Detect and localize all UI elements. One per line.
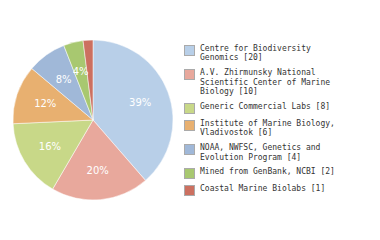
svg-text:12%: 12% xyxy=(34,98,56,109)
svg-text:16%: 16% xyxy=(39,141,61,152)
svg-text:39%: 39% xyxy=(129,97,151,108)
svg-text:20%: 20% xyxy=(87,165,109,176)
html-text:Generic Commercial Labs [8]: Generic Commercial Labs [8] xyxy=(200,101,330,111)
html-text:Mined from GenBank, NCBI [2]: Mined from GenBank, NCBI [2] xyxy=(200,167,335,177)
svg-text:8%: 8% xyxy=(56,74,72,85)
svg-text:4%: 4% xyxy=(73,66,89,77)
html-text:Centre for Biodiversity Genomi: Centre for Biodiversity Genomics [20] xyxy=(200,43,311,63)
html-text:A.V. Zhirmunsky National Scien: A.V. Zhirmunsky National Scientific Cent… xyxy=(200,68,330,97)
html-text:NOAA, NWFSC, Genetics and Evol: NOAA, NWFSC, Genetics and Evolution Prog… xyxy=(200,143,321,162)
html-text:Institute of Marine Biology, V: Institute of Marine Biology, Vladivostok… xyxy=(200,118,335,138)
html-text:Coastal Marine Biolabs [1]: Coastal Marine Biolabs [1] xyxy=(200,184,326,194)
